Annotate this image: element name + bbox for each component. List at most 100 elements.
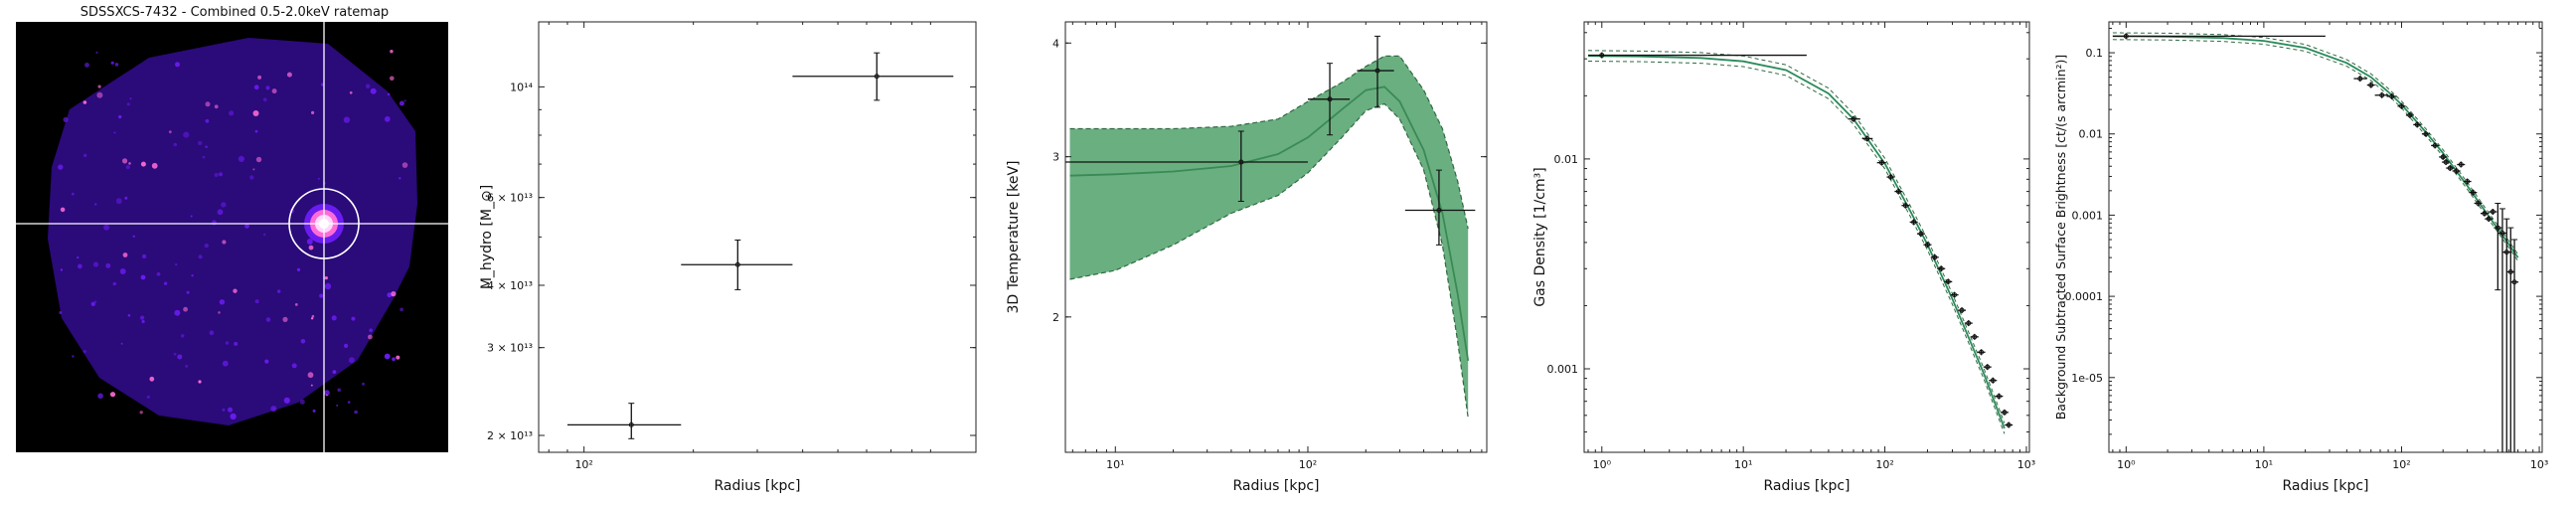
ratemap-source [78,263,82,269]
ratemap-source [399,177,402,180]
data-point [2397,102,2406,109]
ratemap-source [110,61,114,65]
data-point [1989,377,1998,384]
ratemap-source [387,92,391,96]
ratemap-source [77,255,80,259]
model-band-edge-lo [1587,61,2006,434]
ratemap-source [82,350,86,354]
ratemap-source [175,263,178,266]
ratemap-source [343,116,351,123]
ratemap-source [209,330,215,336]
data-point [1923,242,1932,249]
data-point [1886,174,1895,181]
ratemap-source [368,334,373,340]
ratemap-source [205,145,208,148]
ratemap-source [72,355,75,358]
ratemap-source [337,388,342,393]
point-marker [2486,216,2492,222]
ratemap-source [317,177,320,180]
ratemap-source [96,91,103,98]
ratemap-source [177,354,183,360]
data-point [2112,33,2326,40]
ratemap-source [262,233,266,237]
plot-area [1584,22,2029,453]
data-point [1065,130,1308,202]
point-marker [2423,131,2429,137]
point-marker [2407,112,2413,118]
y-tick-label: 0.001 [2072,209,2104,222]
ratemap-source [311,314,315,318]
ratemap-source [252,168,255,171]
ratemap-source [103,224,110,231]
point-marker [1990,378,1996,384]
ratemap-source [118,114,122,119]
ratemap-source [204,243,209,249]
ratemap-source [336,404,339,407]
ratemap-source [264,359,269,364]
point-marker [2476,200,2482,206]
ratemap-source [348,357,355,364]
ratemap-source [217,209,224,216]
ratemap-source [234,341,239,346]
ratemap-source [214,104,219,109]
point-marker [1972,334,1978,340]
point-marker [2006,421,2012,427]
point-marker [2368,83,2374,88]
data-point [2502,218,2511,453]
ratemap-source [113,131,116,134]
model-uncertainty-band [1069,56,1469,419]
ratemap-source [254,299,259,304]
ratemap-title: SDSSXCS-7432 - Combined 0.5-2.0keV ratem… [80,5,389,20]
point-marker [628,421,634,427]
data-point [2463,178,2472,185]
y-tick-label: 10¹⁴ [510,81,533,93]
y-tick-label: 1e-05 [2071,372,2103,385]
data-point [2474,200,2483,207]
ratemap-source [132,235,135,238]
ratemap-source [122,158,128,164]
ratemap-source [186,290,190,294]
y-tick-label: 3 × 10¹³ [487,342,533,355]
point-marker [2447,165,2453,171]
axes-frame [1583,21,2030,453]
ratemap-source [185,364,189,368]
point-marker [1864,135,1870,141]
data-point [1894,188,1903,195]
y-tick-label: 0.01 [2079,128,2104,141]
model-band-edge-hi [1587,50,2006,423]
data-point [1983,364,1992,371]
ratemap-source [400,307,403,312]
temperature-profile-chart: 10¹ 10² 2 3 4 Radius [kpc] 3D Temperature [keV… [1006,21,1488,494]
ratemap-source [183,306,189,312]
point-marker [1959,307,1965,313]
point-marker [1918,231,1924,237]
ratemap-source [173,142,178,147]
x-tick-label: 10¹ [2255,458,2273,471]
ratemap-source [222,360,229,367]
ratemap-source [354,410,358,415]
data-point [1901,202,1910,209]
ratemap-source [262,97,267,102]
axes-frame [1064,21,1488,453]
ratemap-source [128,162,131,165]
ratemap-source [124,196,128,200]
plot-area [539,22,976,452]
y-tick-label: 6 × 10¹³ [487,192,533,205]
point-marker [2495,225,2500,231]
data-point [2413,121,2422,128]
ratemap-source [60,207,66,213]
data-point [2421,130,2430,137]
ratemap-source [125,165,130,170]
ratemap-source [212,220,217,226]
point-marker [874,74,880,80]
point-marker [1952,292,1958,298]
data-point [2489,209,2497,216]
data-point [2405,111,2414,118]
ratemap-source [362,382,365,386]
ratemap-source [202,155,206,159]
ratemap-source [225,341,230,345]
data-point [2439,153,2448,160]
ratemap-source [198,254,203,259]
ratemap-source [271,88,277,94]
ratemap-source [94,203,97,206]
